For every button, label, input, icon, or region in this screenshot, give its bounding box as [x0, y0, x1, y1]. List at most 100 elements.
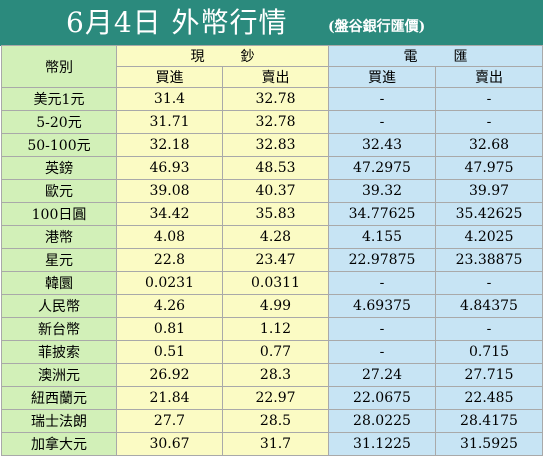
rates-table: 幣別 現鈔 電匯 買進 賣出 買進 賣出 美元1元 31.4 32.78- -5-20… [1, 45, 543, 456]
table-row: 100日圓 34.42 35.83 34.77625 35.42625 [1, 202, 543, 226]
cash-sell-value: 35.83 [222, 202, 329, 226]
currency-name: 加拿大元 [1, 432, 117, 456]
wire-buy-value: 4.69375 [328, 294, 436, 318]
cash-buy-header: 買進 [116, 66, 223, 88]
cash-header-char-1: 現 [190, 49, 241, 65]
cash-sell-value: 23.47 [222, 248, 329, 272]
wire-buy-value: 31.1225 [328, 432, 436, 456]
cash-buy-value: 0.0231 [116, 271, 223, 295]
cash-buy-value: 22.8 [116, 248, 223, 272]
wire-sell-value: 0.715 [435, 340, 543, 364]
cash-sell-value: 28.3 [222, 363, 329, 387]
table-row: 澳洲元 26.92 28.3 27.24 27.715 [1, 363, 543, 387]
cash-sell-value: 22.97 [222, 386, 329, 410]
cash-header-char-2: 鈔 [240, 49, 291, 65]
currency-name: 菲披索 [1, 340, 117, 364]
currency-name: 100日圓 [1, 202, 117, 226]
cash-buy-value: 0.81 [116, 317, 223, 341]
wire-sell-value: 39.97 [435, 179, 543, 203]
wire-sell-value: 27.715 [435, 363, 543, 387]
currency-name: 美元1元 [1, 87, 117, 111]
cash-buy-value: 34.42 [116, 202, 223, 226]
wire-buy-value: 32.43 [328, 133, 436, 157]
cash-buy-value: 39.08 [116, 179, 223, 203]
cash-buy-value: 32.18 [116, 133, 223, 157]
wire-buy-value: 39.32 [328, 179, 436, 203]
wire-sell-value: 28.4175 [435, 409, 543, 433]
wire-header-char-1: 電 [403, 49, 454, 65]
wire-buy-header: 買進 [328, 66, 436, 88]
cash-sell-value: 0.77 [222, 340, 329, 364]
currency-name: 星元 [1, 248, 117, 272]
header-row-groups: 幣別 現鈔 電匯 [1, 45, 543, 88]
title-bar: 6月4日 外幣行情 (盤谷銀行匯價) [0, 0, 543, 46]
cash-buy-value: 46.93 [116, 156, 223, 180]
cash-sell-value: 48.53 [222, 156, 329, 180]
cash-buy-value: 4.08 [116, 225, 223, 249]
currency-name: 5-20元 [1, 110, 117, 134]
wire-sell-value: - [435, 110, 543, 134]
wire-sell-value: 35.42625 [435, 202, 543, 226]
wire-buy-value: - [328, 87, 436, 111]
table-row: 歐元 39.08 40.37 39.32 39.97 [1, 179, 543, 203]
wire-buy-value: - [328, 317, 436, 341]
wire-sell-value: 4.2025 [435, 225, 543, 249]
currency-name: 人民幣 [1, 294, 117, 318]
cash-buy-value: 4.26 [116, 294, 223, 318]
wire-sell-value: - [435, 317, 543, 341]
wire-sell-value: - [435, 87, 543, 111]
cash-sell-value: 32.83 [222, 133, 329, 157]
cash-sell-value: 32.78 [222, 110, 329, 134]
currency-name: 紐西蘭元 [1, 386, 117, 410]
currency-name: 歐元 [1, 179, 117, 203]
cash-sell-value: 40.37 [222, 179, 329, 203]
wire-buy-value: - [328, 271, 436, 295]
wire-buy-value: 28.0225 [328, 409, 436, 433]
cash-buy-value: 27.7 [116, 409, 223, 433]
table-row: 韓圜 0.0231 0.0311- - [1, 271, 543, 295]
table-row: 紐西蘭元 21.84 22.97 22.0675 22.485 [1, 386, 543, 410]
wire-buy-value: 27.24 [328, 363, 436, 387]
table-row: 新台幣 0.81 1.12- - [1, 317, 543, 341]
wire-sell-value: 31.5925 [435, 432, 543, 456]
page-subtitle: (盤谷銀行匯價) [328, 19, 426, 35]
cash-sell-value: 32.78 [222, 87, 329, 111]
table-row: 英鎊 46.93 48.53 47.2975 47.975 [1, 156, 543, 180]
wire-header-char-2: 匯 [453, 49, 504, 65]
cash-sell-value: 4.99 [222, 294, 329, 318]
table-row: 5-20元 31.71 32.78- - [1, 110, 543, 134]
wire-sell-value: 47.975 [435, 156, 543, 180]
currency-name: 澳洲元 [1, 363, 117, 387]
cash-buy-value: 26.92 [116, 363, 223, 387]
wire-sell-value: - [435, 271, 543, 295]
currency-header: 幣別 [1, 45, 117, 88]
wire-buy-value: 4.155 [328, 225, 436, 249]
wire-sell-value: 4.84375 [435, 294, 543, 318]
cash-sell-value: 0.0311 [222, 271, 329, 295]
page-title: 6月4日 外幣行情 [66, 6, 288, 39]
cash-group-header: 現鈔 [116, 45, 329, 67]
table-row: 加拿大元 30.67 31.7 31.1225 31.5925 [1, 432, 543, 456]
cash-sell-value: 28.5 [222, 409, 329, 433]
header-row-columns: 買進 賣出 買進 賣出 [2, 66, 543, 88]
cash-buy-value: 30.67 [116, 432, 223, 456]
currency-name: 英鎊 [1, 156, 117, 180]
cash-sell-value: 4.28 [222, 225, 329, 249]
wire-buy-value: 22.97875 [328, 248, 436, 272]
currency-name: 50-100元 [1, 133, 117, 157]
currency-name: 港幣 [1, 225, 117, 249]
cash-buy-value: 0.51 [116, 340, 223, 364]
wire-sell-value: 22.485 [435, 386, 543, 410]
table-row: 50-100元 32.18 32.83 32.43 32.68 [1, 133, 543, 157]
wire-sell-value: 23.38875 [435, 248, 543, 272]
wire-group-header: 電匯 [328, 45, 543, 67]
table-row: 美元1元 31.4 32.78- - [1, 87, 543, 111]
currency-name: 韓圜 [1, 271, 117, 295]
wire-buy-value: - [328, 340, 436, 364]
table-row: 菲披索 0.51 0.77-0.715 [1, 340, 543, 364]
wire-buy-value: 22.0675 [328, 386, 436, 410]
currency-name: 瑞士法朗 [1, 409, 117, 433]
table-row: 瑞士法朗 27.7 28.5 28.0225 28.4175 [1, 409, 543, 433]
wire-buy-value: 47.2975 [328, 156, 436, 180]
